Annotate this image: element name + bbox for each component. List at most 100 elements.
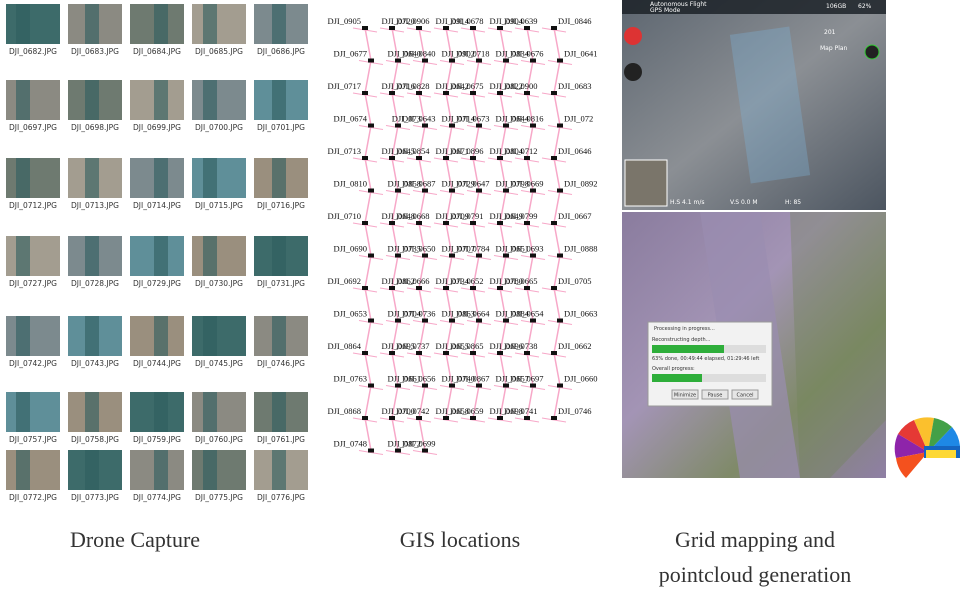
file-name: DJI_0745.JPG	[195, 359, 243, 368]
gis-label: DJI_0644	[495, 114, 529, 124]
thumbnail-detail	[272, 316, 286, 356]
camera-button[interactable]	[624, 63, 642, 81]
thumbnail-detail	[272, 4, 286, 44]
camera-icon	[389, 91, 395, 95]
gis-label: DJI_0683	[558, 81, 592, 91]
camera-icon	[368, 384, 374, 388]
gis-label: DJI_0641	[564, 49, 598, 59]
file-name: DJI_0701.JPG	[257, 123, 305, 132]
gis-label: DJI_0748	[333, 439, 367, 449]
thumbnail-detail	[85, 4, 99, 44]
file-name: DJI_0713.JPG	[71, 201, 119, 210]
camera-icon	[395, 449, 401, 453]
takeoff-button[interactable]	[624, 27, 642, 45]
caption: pointcloud generation	[659, 562, 851, 587]
file-name: DJI_0760.JPG	[195, 435, 243, 444]
file-name: DJI_0714.JPG	[133, 201, 181, 210]
gis-label: DJI_0810	[333, 179, 367, 189]
camera-icon	[389, 416, 395, 420]
thumbnail-detail	[272, 450, 286, 490]
camera-icon	[476, 59, 482, 63]
gis-label: DJI_0690	[333, 244, 367, 254]
camera-icon	[389, 26, 395, 30]
camera-icon	[395, 384, 401, 388]
gis-label: DJI_072	[564, 114, 593, 124]
vs: V.S 0.0 M	[730, 199, 758, 206]
thumbnail-detail	[85, 158, 99, 198]
gis-label: DJI_0667	[558, 211, 592, 221]
thumbnail-detail	[16, 4, 30, 44]
thumbnail	[192, 80, 246, 120]
file-name: DJI_0727.JPG	[9, 279, 57, 288]
camera-icon	[389, 351, 395, 355]
camera-icon	[497, 416, 503, 420]
gis-label: DJI_0735	[387, 244, 421, 254]
thumbnail-detail	[85, 316, 99, 356]
caption: Drone Capture	[70, 527, 200, 552]
plan: Map Plan	[820, 45, 848, 52]
gis-label: DJI_0640	[387, 49, 421, 59]
thumbnail-detail	[85, 80, 99, 120]
gis-label: DJI_0700	[381, 406, 415, 416]
gis-label: DJI_0863	[441, 309, 475, 319]
thumbnail	[6, 158, 60, 198]
gis-label: DJI_0846	[558, 16, 592, 26]
thumbnail-detail	[203, 392, 217, 432]
file-name: DJI_0700.JPG	[195, 123, 243, 132]
file-name: DJI_0715.JPG	[195, 201, 243, 210]
file-name: DJI_0772.JPG	[9, 493, 57, 502]
drone-app: Autonomous Flight GPS Mode 106GB 62% 201…	[622, 0, 886, 210]
gis-label: DJI_073	[392, 114, 421, 124]
gis-map: DJI_0905DJI_0906DJI_0720DJI_0678DJI_0914…	[327, 16, 597, 455]
gis-label: DJI_0904	[489, 16, 523, 26]
camera-icon	[416, 416, 422, 420]
file-name: DJI_0776.JPG	[257, 493, 305, 502]
camera-icon	[443, 286, 449, 290]
gis-label: DJI_0692	[327, 276, 361, 286]
file-name: DJI_0682.JPG	[9, 47, 57, 56]
file-name: DJI_0697.JPG	[9, 123, 57, 132]
camera-icon	[362, 26, 368, 30]
thumbnail-detail	[16, 392, 30, 432]
thumbnail-detail	[272, 392, 286, 432]
camera-icon	[557, 59, 563, 63]
h: H: 85	[785, 199, 801, 206]
gis-label: DJI_0864	[327, 341, 361, 351]
camera-icon	[497, 351, 503, 355]
gis-label: DJI_0671	[435, 146, 469, 156]
camera-icon	[362, 156, 368, 160]
camera-icon	[449, 124, 455, 128]
camera-icon	[503, 189, 509, 193]
gis-label: DJI_0716	[381, 81, 415, 91]
thumbnail	[6, 392, 60, 432]
camera-icon	[530, 384, 536, 388]
gis-label: DJI_0649	[489, 211, 523, 221]
gis-label: DJI_0655	[435, 341, 469, 351]
camera-icon	[503, 384, 509, 388]
camera-icon	[497, 26, 503, 30]
camera-icon	[395, 319, 401, 323]
file-name: DJI_0773.JPG	[71, 493, 119, 502]
file-name: DJI_0730.JPG	[195, 279, 243, 288]
gis-label: DJI_0662	[558, 341, 592, 351]
drone-capture: DJI_0682.JPGDJI_0683.JPGDJI_0684.JPGDJI_…	[6, 4, 308, 502]
camera-icon	[476, 319, 482, 323]
gis-label: DJI_0868	[327, 406, 361, 416]
gis-label: DJI_0704	[387, 309, 421, 319]
thumbnail-detail	[203, 158, 217, 198]
camera-icon	[422, 384, 428, 388]
gis-label: DJI_0905	[327, 16, 361, 26]
gis-label: DJI_0717	[327, 81, 361, 91]
caption: Grid mapping and	[675, 527, 835, 552]
gis-label: DJI_0884	[495, 309, 529, 319]
camera-icon	[395, 189, 401, 193]
progress-bar	[652, 345, 724, 353]
camera-icon	[368, 254, 374, 258]
camera-icon	[524, 91, 530, 95]
thumbnail-detail	[203, 450, 217, 490]
gis-label: DJI_0729	[441, 179, 475, 189]
thumbnail	[6, 316, 60, 356]
thumbnail	[192, 4, 246, 44]
camera-icon	[551, 91, 557, 95]
pause-button[interactable]	[865, 45, 879, 59]
